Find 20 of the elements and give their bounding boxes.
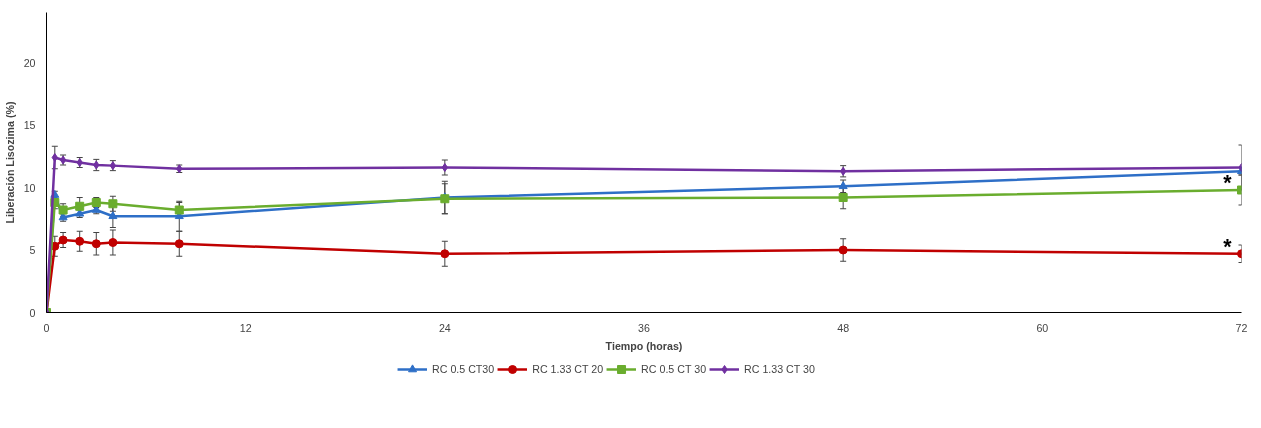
y-tick-label: 10 — [23, 181, 36, 194]
y-tick-label: 15 — [23, 119, 36, 131]
y-tick-label: 5 — [29, 244, 36, 256]
x-axis-title: Tiempo (horas) — [605, 339, 683, 352]
annotation: * — [1223, 234, 1233, 259]
y-tick-label: 0 — [29, 306, 36, 319]
legend-label: RC 1.33 CT 30 — [744, 363, 815, 375]
legend-label: RC 1.33 CT 20 — [532, 363, 604, 375]
x-tick-label: 60 — [1036, 321, 1049, 334]
x-tick-label: 48 — [837, 321, 850, 334]
x-tick-label: 36 — [638, 321, 650, 334]
y-axis-title: Liberación Lisozima (%) — [3, 101, 16, 224]
x-tick-label: 0 — [43, 321, 50, 334]
y-tick-label: 20 — [23, 56, 36, 69]
x-tick-label: 72 — [1235, 321, 1248, 334]
annotation: * — [1223, 171, 1233, 195]
x-tick-label: 12 — [239, 321, 252, 334]
x-tick-label: 24 — [438, 321, 451, 334]
legend-label: RC 0.5 CT30 — [432, 363, 495, 375]
legend-label: RC 0.5 CT 30 — [641, 363, 707, 375]
